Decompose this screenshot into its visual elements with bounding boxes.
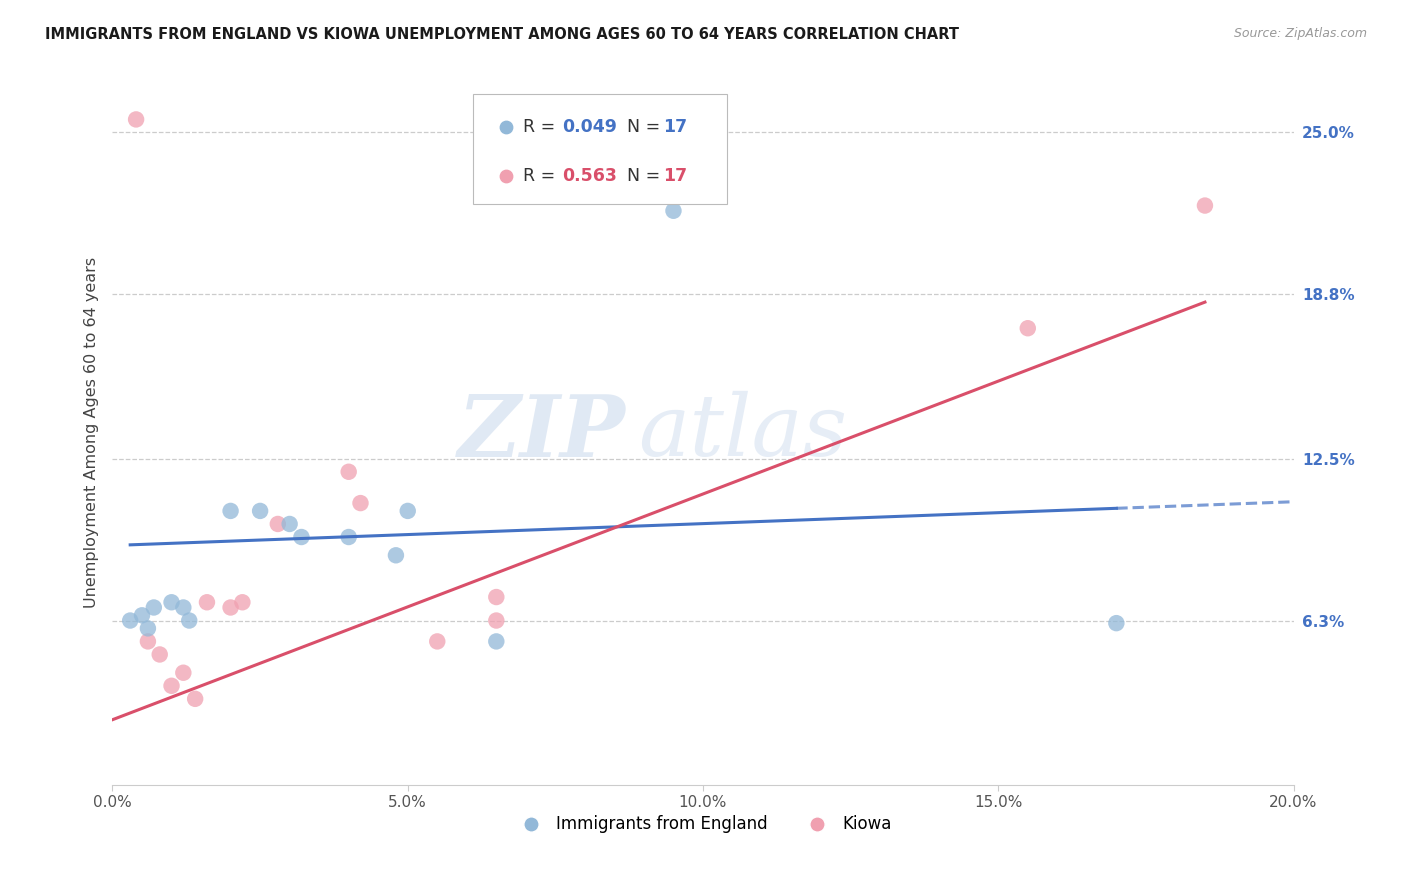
- Point: [267, 516, 290, 531]
- Point: [219, 600, 242, 615]
- Point: [160, 595, 183, 609]
- Point: [231, 595, 253, 609]
- Point: [1017, 321, 1039, 335]
- Point: [1105, 616, 1128, 631]
- Point: [290, 530, 312, 544]
- Point: [131, 608, 153, 623]
- Point: [219, 504, 242, 518]
- Point: [149, 648, 172, 662]
- Point: [195, 595, 218, 609]
- Y-axis label: Unemployment Among Ages 60 to 64 years: Unemployment Among Ages 60 to 64 years: [83, 257, 98, 608]
- Text: 17: 17: [662, 118, 688, 136]
- Text: 0.563: 0.563: [562, 167, 617, 185]
- Point: [385, 549, 408, 563]
- Text: atlas: atlas: [638, 392, 848, 474]
- Text: R =: R =: [523, 118, 561, 136]
- FancyBboxPatch shape: [472, 95, 727, 203]
- Text: 0.049: 0.049: [562, 118, 617, 136]
- Point: [184, 691, 207, 706]
- Point: [337, 530, 360, 544]
- Point: [125, 112, 148, 127]
- Point: [662, 203, 685, 218]
- Point: [160, 679, 183, 693]
- Point: [337, 465, 360, 479]
- Legend: Immigrants from England, Kiowa: Immigrants from England, Kiowa: [508, 809, 898, 840]
- Text: ZIP: ZIP: [458, 391, 626, 475]
- Text: N =: N =: [616, 118, 665, 136]
- Point: [179, 614, 201, 628]
- Text: N =: N =: [616, 167, 665, 185]
- Point: [278, 516, 301, 531]
- Point: [172, 600, 194, 615]
- Text: IMMIGRANTS FROM ENGLAND VS KIOWA UNEMPLOYMENT AMONG AGES 60 TO 64 YEARS CORRELAT: IMMIGRANTS FROM ENGLAND VS KIOWA UNEMPLO…: [45, 27, 959, 42]
- Text: Source: ZipAtlas.com: Source: ZipAtlas.com: [1233, 27, 1367, 40]
- Point: [349, 496, 371, 510]
- Point: [485, 634, 508, 648]
- Point: [136, 634, 159, 648]
- Point: [485, 614, 508, 628]
- Point: [136, 621, 159, 635]
- Point: [172, 665, 194, 680]
- Point: [396, 504, 419, 518]
- Text: R =: R =: [523, 167, 561, 185]
- Text: 17: 17: [662, 167, 688, 185]
- Point: [485, 590, 508, 604]
- Point: [142, 600, 165, 615]
- Point: [249, 504, 271, 518]
- Point: [120, 614, 142, 628]
- Point: [426, 634, 449, 648]
- Point: [1194, 198, 1216, 212]
